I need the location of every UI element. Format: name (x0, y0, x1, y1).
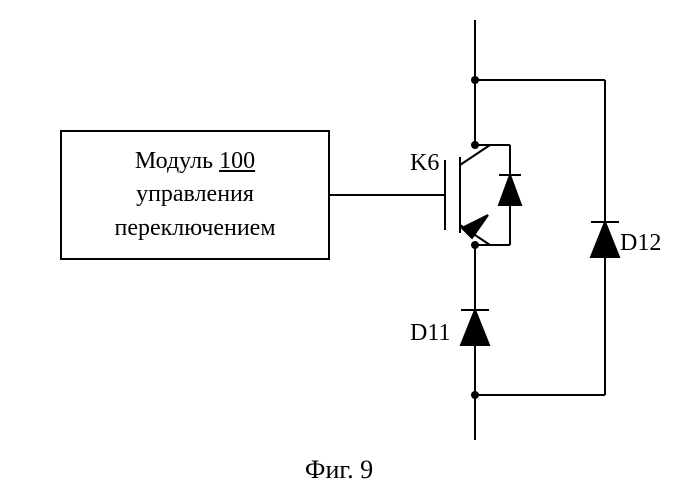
label-d11: D11 (410, 320, 450, 347)
module-line3: переключением (114, 215, 275, 241)
module-line1-number: 100 (219, 148, 255, 174)
label-d12: D12 (620, 230, 661, 257)
module-line2: управления (136, 181, 254, 207)
module-text: Модуль 100 управления переключением (114, 145, 275, 246)
control-module-box: Модуль 100 управления переключением (60, 130, 330, 260)
figure-caption: Фиг. 9 (305, 455, 373, 485)
module-line1-prefix: Модуль (135, 148, 219, 174)
label-k6: K6 (410, 150, 439, 177)
